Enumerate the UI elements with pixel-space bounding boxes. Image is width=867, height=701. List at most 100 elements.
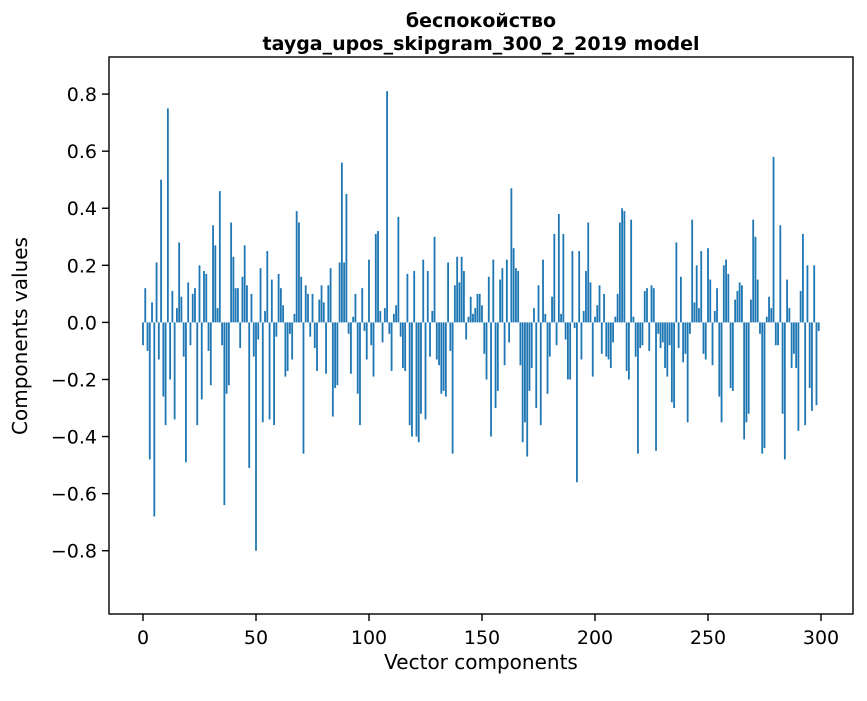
chart-bar [478, 293, 481, 323]
chart-bar [311, 293, 314, 323]
chart-bar [641, 322, 644, 346]
chart-bar [227, 322, 230, 386]
chart-bar [248, 322, 251, 468]
chart-bar [754, 236, 757, 323]
chart-bar [200, 322, 203, 400]
chart-bar [494, 322, 497, 409]
chart-bar [431, 310, 434, 323]
chart-bar [702, 322, 705, 354]
chart-bar [655, 322, 657, 451]
chart-bar [691, 219, 694, 323]
chart-bar [361, 288, 364, 323]
chart-bar [239, 322, 242, 349]
chart-bar [275, 322, 278, 337]
chart-bar [736, 291, 739, 323]
chart-bar [528, 322, 531, 391]
chart-bar [429, 322, 431, 357]
chart-bar [463, 271, 465, 323]
chart-bar [157, 322, 160, 360]
chart-bar [614, 316, 617, 323]
chart-bar [162, 322, 165, 397]
chart-bar [490, 322, 492, 437]
chart-bar [542, 259, 544, 323]
chart-bar [395, 305, 398, 323]
chart-bar [383, 308, 386, 323]
chart-bar [485, 322, 488, 380]
chart-bar [616, 293, 619, 323]
chart-bar [264, 310, 266, 323]
y-tick-label: 0.0 [67, 312, 97, 334]
chart-bar [817, 322, 820, 331]
chart-bar [704, 322, 707, 360]
chart-bar [474, 308, 477, 323]
chart-bar [198, 265, 201, 323]
chart-bar [377, 231, 379, 323]
chart-bar [273, 322, 275, 426]
chart-bar [693, 302, 696, 323]
chart-bar [600, 322, 603, 354]
chart-bar [187, 282, 190, 323]
chart-bar [225, 322, 228, 394]
chart-bar [327, 285, 330, 323]
chart-bar [578, 251, 581, 323]
chart-bar [639, 322, 642, 349]
chart-bar [442, 322, 445, 391]
chart-bar [731, 322, 734, 391]
chart-bar [438, 322, 440, 366]
chart-bar [747, 322, 750, 414]
chart-bar [686, 322, 689, 423]
chart-bar [359, 322, 361, 426]
chart-bar [415, 322, 418, 437]
chart-bar [605, 322, 608, 357]
chart-bar [284, 322, 287, 377]
chart-bar [289, 322, 291, 334]
chart-bar [750, 299, 752, 323]
chart-bar [682, 322, 685, 363]
chart-bar [291, 322, 294, 360]
chart-bar [591, 322, 594, 377]
chart-bar [722, 265, 725, 323]
chart-bar [666, 322, 669, 377]
chart-bar [476, 293, 479, 323]
chart-bar [598, 285, 601, 323]
chart-title: беспокойство [406, 10, 556, 32]
chart-bar [673, 322, 675, 409]
chart-bar [336, 322, 339, 386]
chart-bar [422, 259, 425, 323]
chart-bar [460, 256, 463, 323]
chart-bar [295, 211, 298, 323]
chart-bar [191, 293, 194, 323]
chart-bar [372, 322, 375, 377]
chart-bar [496, 322, 499, 391]
chart-bar [725, 259, 727, 323]
chart-bar [153, 322, 156, 517]
x-tick-label: 150 [464, 627, 500, 649]
chart-bar [729, 322, 732, 389]
chart-bar [329, 268, 332, 323]
chart-bar [553, 233, 556, 323]
chart-bar [381, 322, 384, 343]
chart-bar [266, 251, 269, 323]
chart-bar [420, 322, 422, 414]
chart-bar [180, 296, 183, 323]
chart-bar [252, 322, 255, 357]
chart-bar [544, 313, 547, 323]
chart-bar [169, 322, 172, 380]
y-tick-label: −0.8 [51, 541, 97, 563]
chart-bar [652, 288, 655, 323]
y-tick-label: −0.2 [51, 369, 97, 391]
chart-bar [261, 322, 264, 423]
chart-bar [637, 322, 639, 454]
chart-bar [695, 265, 698, 323]
chart-bar [345, 193, 348, 323]
chart-bar [216, 308, 219, 323]
chart-bar [424, 322, 427, 420]
chart-bar [661, 322, 664, 343]
chart-bar [350, 322, 352, 374]
chart-bar [657, 322, 660, 334]
chart-bar [293, 313, 296, 323]
x-axis-label: Vector components [384, 650, 578, 674]
chart-bar [300, 276, 303, 323]
chart-bar [585, 271, 587, 323]
